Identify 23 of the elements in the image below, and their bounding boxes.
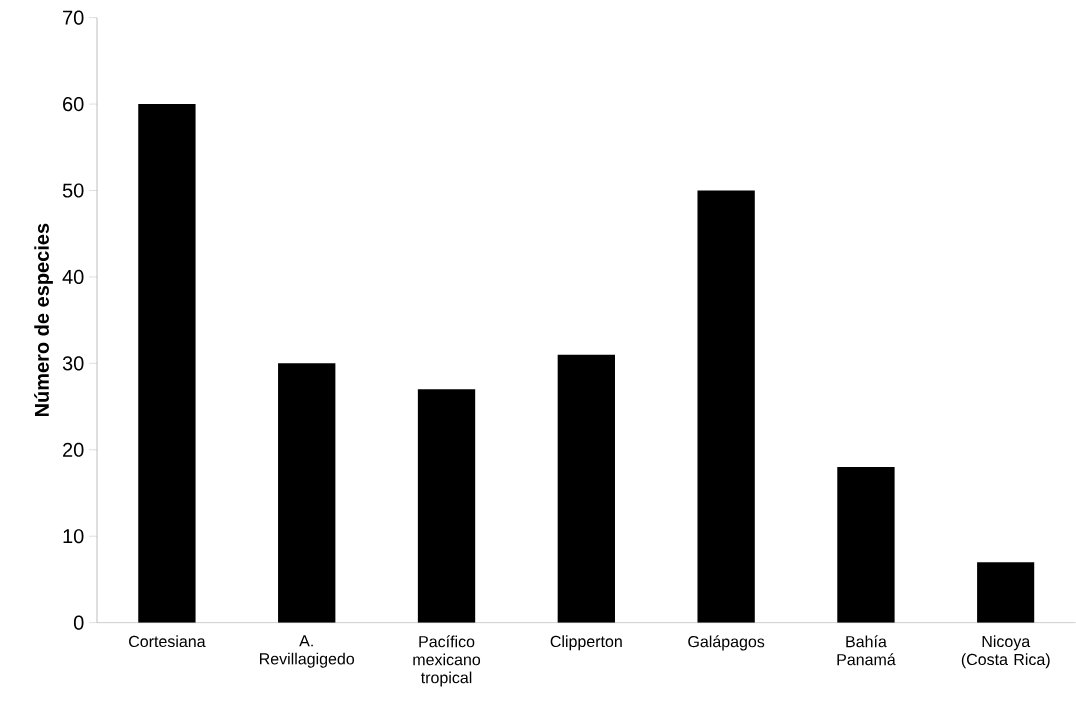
y-tick-label: 20 [63,442,84,457]
x-tick-label: Nicoya (Costa Rica) [961,635,1050,669]
y-tick-label: 0 [73,615,84,630]
bar [278,363,336,623]
x-tick-label: A. Revillagigedo [260,635,355,668]
x-tick-label: Bahía Panamá [837,635,896,666]
x-tick-label: Clipperton [550,635,622,651]
bar [977,561,1035,623]
bar [138,103,196,623]
y-tick-label: 60 [63,96,84,111]
x-tick-label: Pacífico mexicano tropical [413,635,481,687]
y-axis-title: Número de especies [34,223,53,416]
x-tick-label: Galápagos [688,635,765,651]
y-tick-label: 30 [62,356,84,371]
x-tick-label: Cortesiana [129,635,206,647]
y-tick-label: 10 [63,528,84,544]
bar [697,190,755,623]
y-tick-label: 70 [63,10,84,25]
bar [837,466,895,623]
y-tick-label: 40 [62,269,84,284]
bar [557,354,615,623]
y-tick-label: 50 [62,183,84,198]
bar [417,389,476,623]
